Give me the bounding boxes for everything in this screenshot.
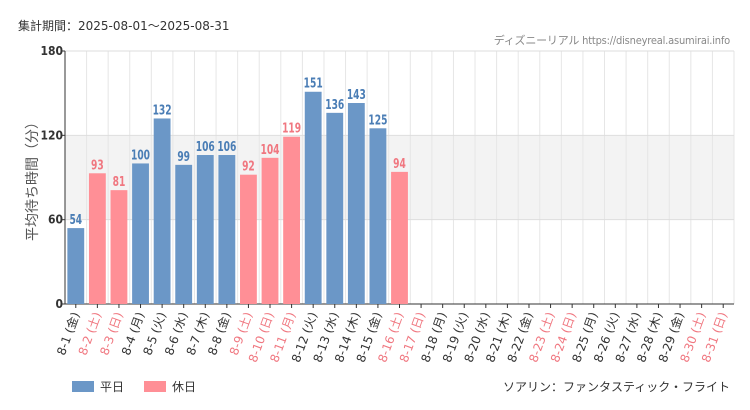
- value-label: 94: [393, 156, 406, 172]
- value-label: 100: [131, 147, 150, 163]
- bar: [218, 155, 236, 304]
- source-credit: ディズニーリアル https://disneyreal.asumirai.inf…: [493, 34, 730, 47]
- bar: [369, 128, 387, 304]
- value-label: 151: [304, 75, 323, 91]
- legend-weekday-label: 平日: [100, 380, 125, 394]
- bar: [283, 136, 301, 304]
- legend-holiday-swatch: [144, 381, 167, 392]
- legend-holiday-label: 休日: [172, 380, 197, 394]
- bar: [347, 103, 365, 304]
- value-label: 119: [282, 120, 301, 136]
- value-label: 81: [113, 174, 126, 190]
- value-label: 125: [368, 112, 387, 128]
- y-tick-labels: 0 60 120 180: [40, 44, 63, 311]
- bar: [110, 190, 128, 304]
- bar: [326, 112, 344, 304]
- legend: 平日 休日: [72, 378, 196, 395]
- bar: [240, 174, 257, 304]
- value-label: 93: [91, 157, 104, 173]
- bar: [391, 171, 408, 304]
- bar: [175, 164, 193, 304]
- value-label: 106: [196, 139, 215, 155]
- collection-period: 集計期間：2025-08-01～2025-08-31: [18, 19, 230, 33]
- bar: [196, 155, 214, 304]
- value-label: 136: [325, 97, 344, 113]
- value-label: 92: [242, 158, 255, 174]
- value-label: 54: [69, 212, 82, 228]
- bar: [304, 91, 322, 304]
- attraction-name: ソアリン：ファンタスティック・フライト: [502, 380, 730, 394]
- bar: [67, 228, 85, 304]
- bar: [153, 118, 171, 304]
- legend-weekday-swatch: [72, 381, 94, 392]
- value-label: 104: [261, 142, 280, 158]
- bar: [88, 173, 106, 304]
- y-tick-label: 0: [55, 297, 63, 311]
- legend-weekday: 平日: [72, 378, 124, 395]
- bars: [67, 91, 408, 304]
- x-tick-labels: 8-1 (金)8-2 (土)8-3 (日)8-4 (月)8-5 (火)8-6 (…: [53, 310, 730, 364]
- bar: [261, 157, 279, 304]
- y-tick-label: 180: [40, 44, 63, 58]
- y-tick-label: 60: [48, 213, 63, 227]
- value-label: 99: [177, 149, 190, 165]
- value-label: 132: [153, 102, 172, 118]
- legend-holiday: 休日: [144, 378, 196, 395]
- bar: [132, 163, 149, 304]
- value-label: 106: [217, 139, 236, 155]
- y-tick-label: 120: [40, 128, 63, 142]
- value-label: 143: [347, 87, 366, 103]
